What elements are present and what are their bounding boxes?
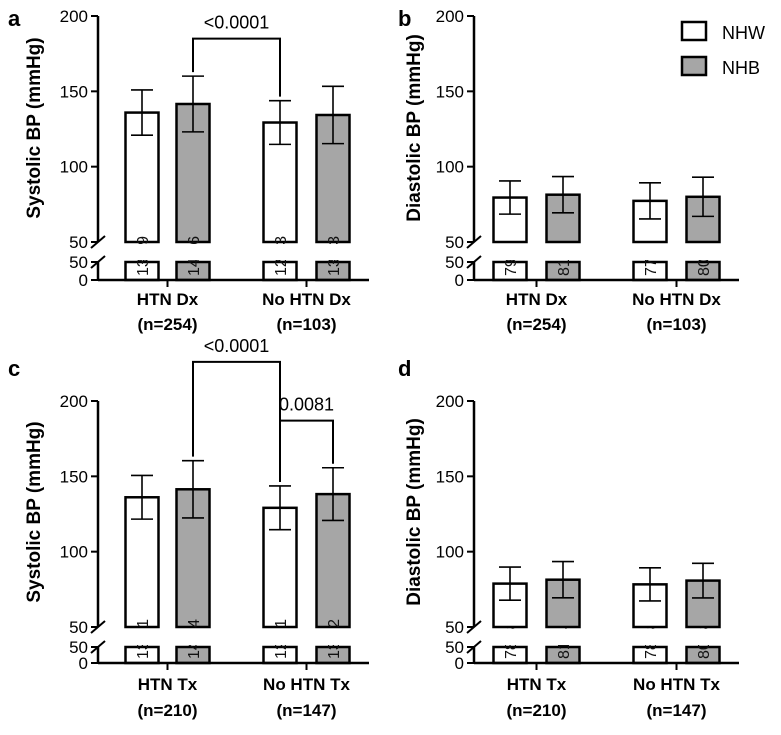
y-tick-label: 50 (69, 638, 88, 657)
y-tick-label: 150 (60, 82, 88, 101)
legend-swatch-nhb (680, 55, 708, 77)
category-n-label: (n=147) (277, 701, 337, 720)
category-n-label: (n=254) (138, 315, 198, 334)
category-n-label: (n=103) (277, 315, 337, 334)
y-tick-label: 100 (60, 158, 88, 177)
y-axis-title: Diastolic BP (mmHg) (404, 34, 425, 222)
category-label: No HTN Tx (263, 675, 350, 694)
significance-bracket (192, 360, 281, 482)
y-axis-title: Systolic BP (mmHg) (24, 37, 45, 218)
y-tick-label: 0 (79, 271, 88, 290)
legend-swatch-nhw (680, 20, 708, 42)
axis-break-gap (78, 244, 368, 260)
category-label: HTN Tx (507, 675, 567, 694)
y-tick-label: 200 (436, 7, 464, 26)
legend: NHW NHB (680, 20, 765, 78)
y-tick-label: 50 (69, 233, 88, 252)
category-n-label: (n=254) (507, 315, 567, 334)
bar-nhb (315, 492, 351, 629)
axis-break-gap (454, 629, 744, 645)
y-tick-label: 50 (69, 253, 88, 272)
y-tick-label: 200 (60, 392, 88, 411)
y-tick-label: 150 (60, 467, 88, 486)
panel-letter: b (398, 6, 411, 31)
y-tick-label: 100 (436, 158, 464, 177)
legend-label-nhw: NHW (722, 23, 765, 43)
p-value-label: 0.0081 (279, 395, 334, 415)
y-tick-label: 50 (445, 638, 464, 657)
category-n-label: (n=210) (138, 701, 198, 720)
panel-letter: c (8, 356, 20, 381)
category-n-label: (n=103) (647, 315, 707, 334)
y-axis-title: Diastolic BP (mmHg) (404, 418, 425, 606)
category-label: No HTN Dx (262, 290, 351, 309)
p-value-label: <0.0001 (204, 13, 270, 33)
y-tick-label: 0 (455, 271, 464, 290)
y-tick-label: 150 (436, 467, 464, 486)
category-label: No HTN Dx (632, 290, 721, 309)
y-axis-title: Systolic BP (mmHg) (24, 421, 45, 602)
y-tick-label: 0 (79, 654, 88, 673)
legend-label-nhb: NHB (722, 58, 760, 78)
category-label: HTN Dx (506, 290, 568, 309)
y-tick-label: 100 (60, 543, 88, 562)
y-tick-label: 50 (445, 253, 464, 272)
y-tick-label: 0 (455, 654, 464, 673)
category-label: No HTN Tx (633, 675, 720, 694)
axis-break-gap (78, 629, 368, 645)
category-label: HTN Tx (138, 675, 198, 694)
y-tick-label: 50 (445, 618, 464, 637)
axis-break-gap (454, 244, 744, 260)
y-tick-label: 200 (60, 7, 88, 26)
significance-bracket (279, 419, 334, 482)
p-value-label: <0.0001 (204, 336, 270, 356)
category-n-label: (n=210) (507, 701, 567, 720)
panel-letter: a (8, 6, 21, 31)
y-tick-label: 150 (436, 82, 464, 101)
y-tick-label: 50 (445, 233, 464, 252)
panel-letter: d (398, 356, 411, 381)
y-tick-label: 200 (436, 392, 464, 411)
category-n-label: (n=147) (647, 701, 707, 720)
y-tick-label: 50 (69, 618, 88, 637)
significance-bracket (192, 37, 281, 97)
category-label: HTN Dx (137, 290, 199, 309)
y-tick-label: 100 (436, 543, 464, 562)
